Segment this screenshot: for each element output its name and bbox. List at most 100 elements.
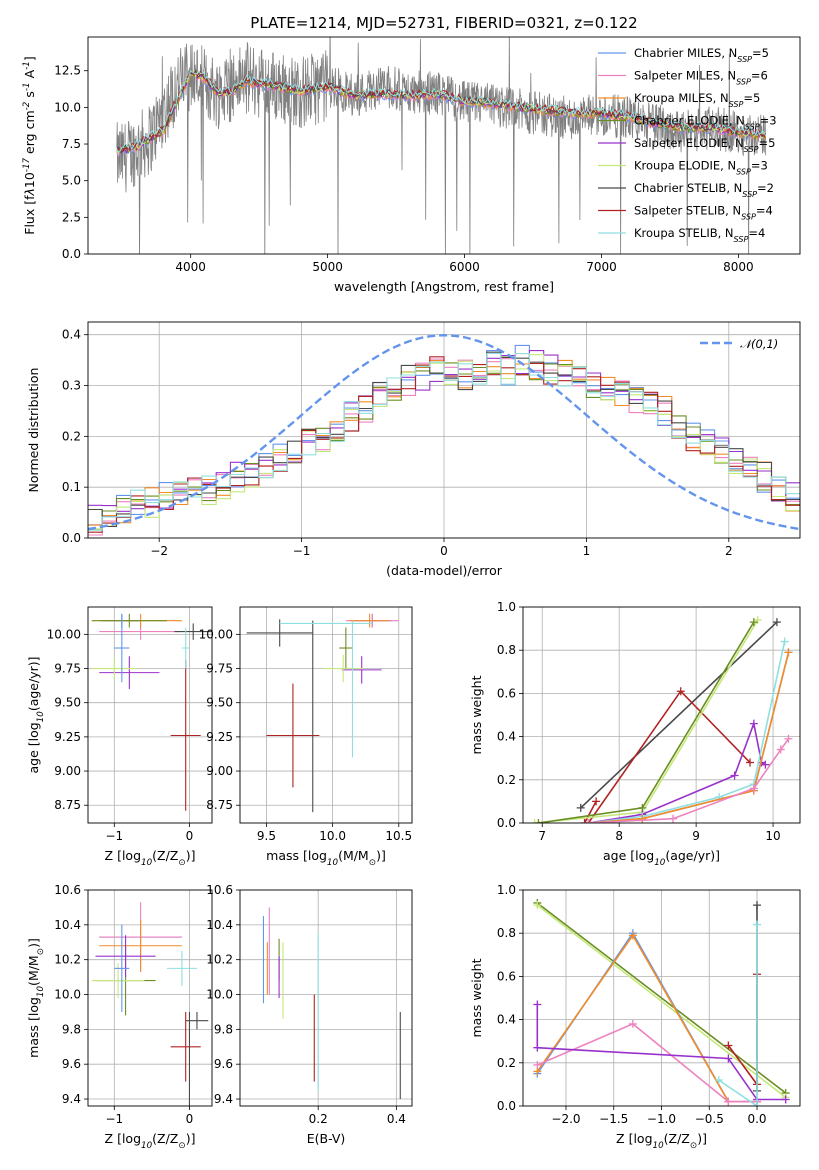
- x-axis-label: wavelength [Angstrom, rest frame]: [334, 279, 554, 294]
- weight-marker: [533, 1043, 542, 1052]
- x-tick-label: 6000: [449, 260, 480, 274]
- y-tick-label: 9.6: [214, 1057, 233, 1071]
- y-tick-label: 0.6: [497, 969, 516, 983]
- legend-entry: Kroupa MILES, NSSP=5: [634, 91, 760, 109]
- legend-entry: Chabrier STELIB, NSSP=2: [634, 181, 774, 199]
- y-tick-label: 10.6: [206, 883, 233, 897]
- weight-marker: [730, 771, 739, 780]
- y-tick-label: 9.00: [54, 764, 81, 778]
- weight-marker: [753, 1102, 762, 1106]
- legend-entry: Kroupa ELODIE, NSSP=3: [634, 159, 768, 177]
- x-tick-label: 10: [765, 829, 780, 843]
- weight-marker: [781, 1095, 790, 1104]
- weight-marker: [745, 758, 754, 767]
- x-tick-label: 7000: [586, 260, 617, 274]
- y-tick-label: 8.75: [54, 798, 81, 812]
- y-tick-label: 0.6: [497, 686, 516, 700]
- y-tick-label: 10.0: [206, 988, 233, 1002]
- legend-entry: Salpeter MILES, NSSP=6: [634, 69, 768, 87]
- weight-marker: [784, 734, 793, 743]
- axes-4: 9.5 10.0 10.5 8.75 9.00 9.25 9.50 9.75 10.00 mass…: [199, 606, 413, 868]
- y-tick-label: 0.2: [497, 1056, 516, 1070]
- y-tick-label: 0.0: [497, 816, 516, 830]
- weight-marker: [669, 814, 678, 823]
- y-tick-label: 9.4: [62, 1092, 81, 1106]
- legend-entry: Salpeter STELIB, NSSP=4: [634, 204, 773, 222]
- y-axis-label: mass weight: [469, 958, 484, 1037]
- legend-entry: Salpeter ELODIE, NSSP=5: [634, 136, 775, 154]
- x-tick-label: −1.5: [599, 1112, 628, 1126]
- observed-spectrum: [116, 37, 767, 254]
- y-axis-label: age [log10(age/yr)]: [26, 656, 46, 773]
- y-tick-label: 9.75: [206, 662, 233, 676]
- weight-marker: [749, 719, 758, 728]
- x-tick-label: 10.5: [385, 829, 412, 843]
- legend: 𝒩(0,1): [700, 337, 778, 351]
- weight-marker: [530, 819, 539, 823]
- x-tick-label: 8: [615, 829, 623, 843]
- y-tick-label: 0.8: [497, 643, 516, 657]
- y-tick-label: 0.4: [497, 1013, 516, 1027]
- y-tick-label: 9.4: [214, 1092, 233, 1106]
- axes-6: −1 0 9.4 9.6 9.8 10.0 10.2 10.4 10.6 Z [log10(Z/Z…: [26, 883, 213, 1151]
- weight-marker: [724, 1097, 733, 1106]
- plot-area: [240, 607, 412, 823]
- axes-2: −2 −1 0 1 2 0.0 0.1 0.2 0.3 0.4 (data-model)/error…: [26, 321, 801, 578]
- axes-frame: [87, 321, 801, 539]
- y-axis-label: Normed distribution: [26, 368, 41, 493]
- y-tick-label: 10.2: [206, 953, 233, 967]
- gaussian-curve: [88, 333, 800, 531]
- weight-marker: [638, 814, 647, 823]
- y-tick-label: 0.0: [497, 1099, 516, 1113]
- weight-line-8: [588, 652, 790, 823]
- plot-area: [88, 322, 800, 538]
- y-tick-label: 10.0: [54, 100, 81, 114]
- x-tick-label: 0.2: [309, 1112, 328, 1126]
- weight-marker: [772, 618, 781, 627]
- y-tick-label: 10.6: [54, 883, 81, 897]
- model-spectrum-7: [116, 69, 767, 153]
- legend-entry: 𝒩(0,1): [740, 337, 778, 351]
- y-tick-label: 10.00: [47, 627, 81, 641]
- x-axis-label: E(B-V): [307, 1131, 346, 1146]
- x-tick-label: 9: [692, 829, 700, 843]
- weight-line-2: [536, 904, 787, 1099]
- y-tick-label: 1.0: [497, 600, 516, 614]
- x-axis-label: (data-model)/error: [386, 563, 503, 578]
- axes-5: 7 8 9 10 0.0 0.2 0.4 0.6 0.8 1.0 age [log10(age/yr…: [469, 600, 801, 868]
- plot-area: [240, 890, 412, 1106]
- y-tick-label: 0.8: [497, 926, 516, 940]
- x-tick-label: 0.4: [387, 1112, 406, 1126]
- weight-line-9: [718, 924, 758, 1106]
- plot-area: [88, 607, 212, 823]
- x-tick-label: −0.5: [695, 1112, 724, 1126]
- weight-marker: [580, 819, 589, 823]
- y-tick-label: 9.25: [54, 730, 81, 744]
- x-tick-label: 9.5: [257, 829, 276, 843]
- y-tick-label: 1.0: [497, 883, 516, 897]
- weight-line-3: [583, 801, 597, 823]
- y-tick-label: 9.00: [206, 764, 233, 778]
- y-tick-label: 9.50: [206, 696, 233, 710]
- weight-line-5: [536, 1022, 757, 1103]
- weight-line-5: [538, 621, 755, 823]
- axes-frame: [239, 606, 413, 824]
- x-tick-label: 7: [538, 829, 546, 843]
- axes-8: −2.0 −1.5 −1.0 −0.5 0.0 0.0 0.2 0.4 0.6 0.8 1.0 Z […: [469, 883, 801, 1151]
- weight-line-1: [536, 902, 787, 1094]
- weight-marker: [533, 1000, 542, 1009]
- x-tick-label: −1: [105, 829, 123, 843]
- y-tick-label: 10.2: [54, 953, 81, 967]
- y-tick-label: 7.5: [62, 137, 81, 151]
- x-tick-label: 10.0: [319, 829, 346, 843]
- weight-marker: [749, 618, 758, 627]
- axes-frame: [87, 606, 213, 824]
- y-tick-label: 10.00: [199, 627, 233, 641]
- weight-marker: [776, 745, 785, 754]
- x-tick-label: −2: [150, 544, 168, 558]
- x-axis-label: Z [log10(Z/Z⊙)]: [105, 1131, 196, 1151]
- weight-line-4: [536, 933, 757, 1103]
- y-tick-label: 9.75: [54, 662, 81, 676]
- weight-line-9: [588, 652, 790, 823]
